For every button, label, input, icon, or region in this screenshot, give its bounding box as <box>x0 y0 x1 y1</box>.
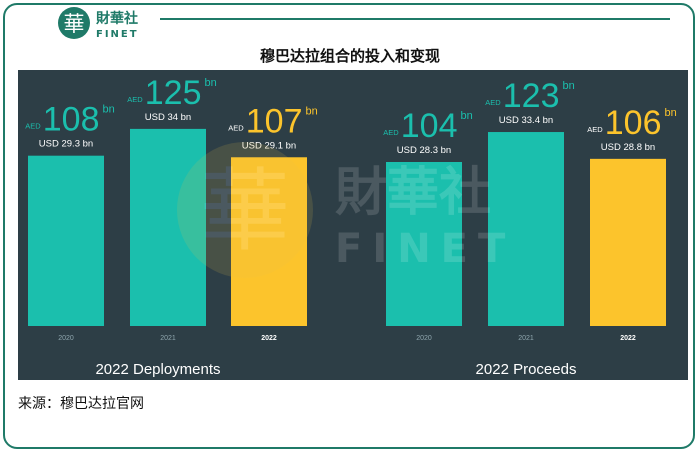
logo-cn: 財華社 <box>95 10 138 27</box>
chart-panel: 2020 USD 29.3 bn AED 108 bn 2021 USD 34 bn AED… <box>18 70 688 380</box>
usd-label-1-2021: USD 33.4 bn <box>499 115 553 126</box>
chart-subtitle-1: 2022 Proceeds <box>476 361 577 378</box>
value-number: 107 <box>246 102 303 140</box>
finet-logo: 華 財華社 FINET <box>58 6 188 42</box>
value-prefix: AED <box>485 98 503 107</box>
tick-0-2020: 2020 <box>58 335 74 342</box>
logo-en: FINET <box>96 29 139 40</box>
usd-label-1-2022: USD 28.8 bn <box>601 142 655 153</box>
chart-title: 穆巴达拉组合的投入和变现 <box>259 48 440 65</box>
value-prefix: AED <box>25 122 43 131</box>
source-note: 来源：穆巴达拉官网 <box>18 395 144 411</box>
tick-1-2021: 2021 <box>518 335 534 342</box>
value-prefix: AED <box>228 123 246 132</box>
bar-1-2020 <box>386 162 462 326</box>
value-prefix: AED <box>383 128 401 137</box>
value-unit: bn <box>665 107 677 119</box>
value-unit: bn <box>103 104 115 116</box>
bar-0-2021 <box>130 128 206 326</box>
chart-subtitle-0: 2022 Deployments <box>95 361 220 378</box>
value-prefix: AED <box>127 95 145 104</box>
value-label-0-2022: AED 107 bn <box>228 102 318 140</box>
value-label-1-2021: AED 123 bn <box>485 77 575 115</box>
value-number: 104 <box>401 107 458 145</box>
tick-0-2022: 2022 <box>261 335 277 342</box>
bar-0-2020 <box>28 155 104 326</box>
value-label-1-2020: AED 104 bn <box>383 107 473 145</box>
tick-1-2020: 2020 <box>416 335 432 342</box>
value-label-1-2022: AED 106 bn <box>587 104 677 142</box>
usd-label-0-2021: USD 34 bn <box>145 112 191 123</box>
value-unit: bn <box>306 105 318 117</box>
value-unit: bn <box>563 80 575 92</box>
value-number: 125 <box>145 74 202 112</box>
bar-1-2021 <box>488 132 564 326</box>
value-prefix: AED <box>587 125 605 134</box>
value-number: 123 <box>503 77 560 115</box>
value-unit: bn <box>205 77 217 89</box>
logo-glyph: 華 <box>64 12 85 36</box>
tick-0-2021: 2021 <box>160 335 176 342</box>
usd-label-0-2022: USD 29.1 bn <box>242 140 296 151</box>
tick-1-2022: 2022 <box>620 335 636 342</box>
usd-label-1-2020: USD 28.3 bn <box>397 145 451 156</box>
value-label-0-2020: AED 108 bn <box>25 101 115 139</box>
usd-label-0-2020: USD 29.3 bn <box>39 139 93 150</box>
page-frame <box>3 3 695 449</box>
value-unit: bn <box>461 110 473 122</box>
value-number: 106 <box>605 104 662 142</box>
bar-1-2022 <box>590 158 666 326</box>
bar-0-2022 <box>231 157 307 326</box>
header-rule <box>160 18 670 20</box>
value-number: 108 <box>43 101 100 139</box>
value-label-0-2021: AED 125 bn <box>127 74 217 112</box>
